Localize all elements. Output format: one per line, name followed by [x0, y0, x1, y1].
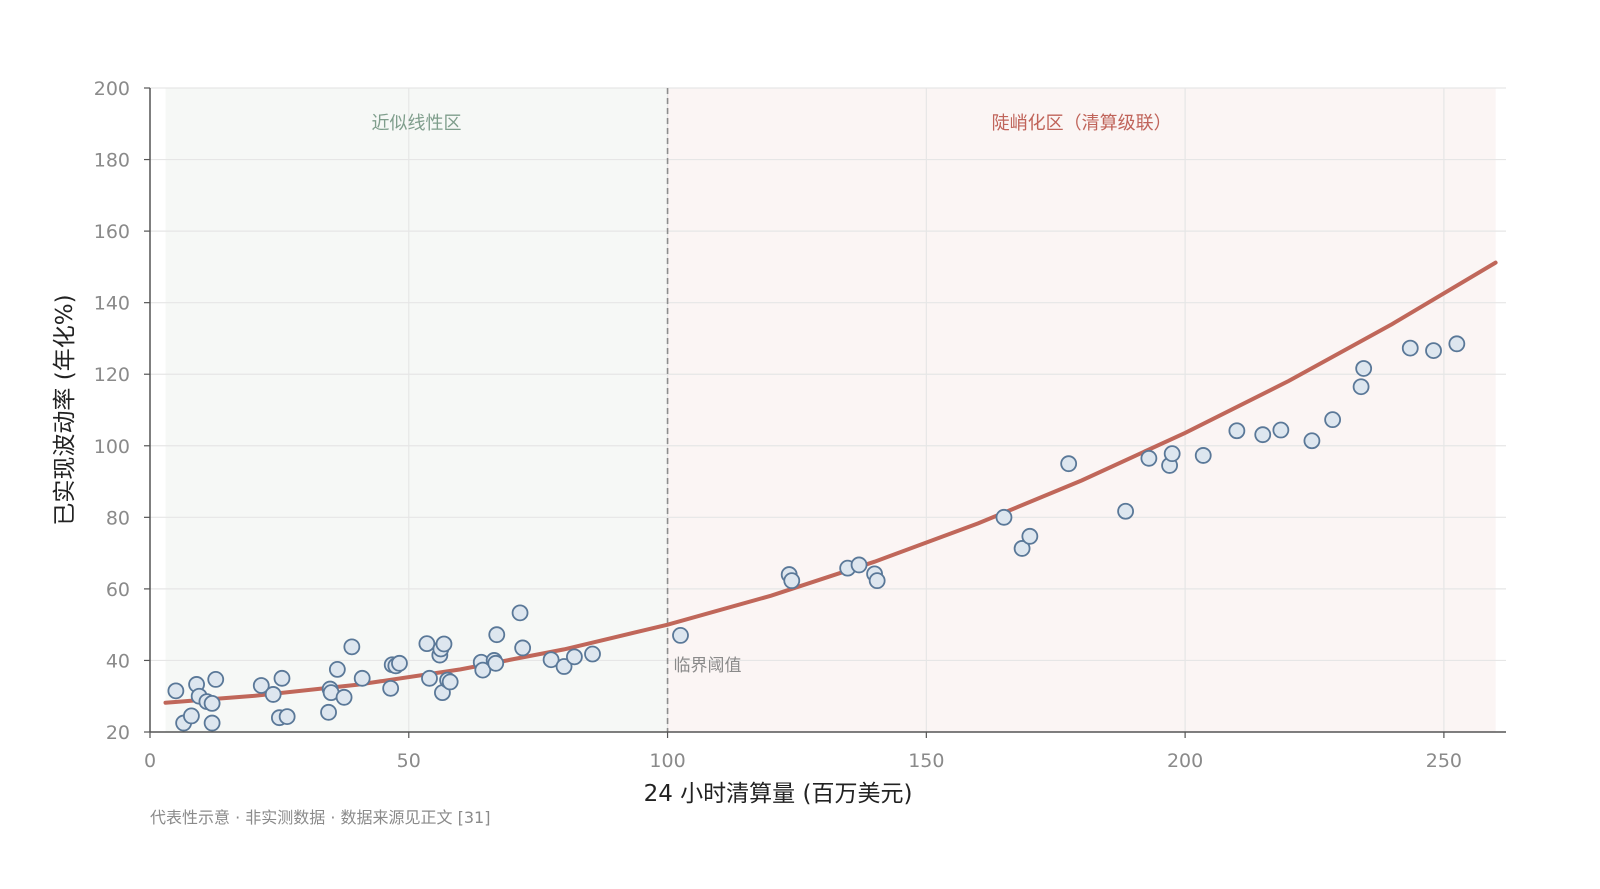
- data-point: [1060, 455, 1078, 473]
- data-point: [252, 677, 270, 694]
- fit-layer: [163, 260, 1498, 705]
- data-point: [418, 635, 436, 653]
- data-point: [278, 708, 296, 726]
- x-tick-label: 100: [649, 750, 685, 772]
- data-point: [1254, 426, 1272, 444]
- data-point: [1013, 540, 1031, 557]
- data-point: [1117, 502, 1134, 520]
- data-point: [203, 694, 221, 712]
- data-point: [391, 654, 408, 672]
- ticks-layer: 20 40 60 80 100 120 140 160 180 200 0 50 100 150 200 25…: [94, 78, 1462, 772]
- y-tick-label: 40: [106, 650, 130, 672]
- footnote: 代表性示意 · 非实测数据 · 数据来源见正文 [31]: [150, 808, 490, 827]
- data-point: [474, 661, 492, 679]
- data-point: [207, 671, 225, 688]
- data-point: [1355, 360, 1373, 377]
- data-point: [435, 635, 453, 653]
- data-point: [1272, 421, 1290, 439]
- y-tick-label: 160: [94, 221, 130, 243]
- data-point: [273, 669, 291, 687]
- y-tick-label: 200: [94, 78, 130, 100]
- y-tick-label: 80: [106, 507, 130, 529]
- data-point: [1401, 339, 1419, 357]
- region-label-steep: 陡峭化区（清算级联）: [992, 113, 1172, 134]
- data-point: [343, 638, 361, 656]
- data-point: [203, 714, 221, 732]
- data-point: [850, 556, 868, 574]
- data-point: [555, 658, 573, 675]
- data-point: [542, 651, 560, 669]
- y-tick-label: 140: [94, 293, 130, 315]
- data-point: [487, 654, 505, 672]
- data-point: [1425, 342, 1442, 360]
- points-layer: [167, 335, 1466, 732]
- data-point: [1163, 445, 1181, 463]
- data-point: [1194, 447, 1212, 464]
- data-point: [1303, 432, 1321, 450]
- data-point: [511, 604, 529, 622]
- x-tick-label: 150: [908, 750, 944, 772]
- data-point: [514, 639, 532, 657]
- data-point: [1228, 422, 1246, 440]
- region-band-1: [165, 88, 668, 732]
- x-tick-label: 250: [1426, 750, 1462, 772]
- data-point: [1021, 527, 1039, 545]
- y-tick-label: 100: [94, 436, 130, 458]
- data-point: [320, 703, 337, 721]
- data-point: [1324, 411, 1342, 429]
- data-point: [868, 572, 886, 590]
- x-axis-title: 24 小时清算量 (百万美元): [644, 781, 913, 807]
- y-tick-label: 180: [94, 150, 130, 172]
- data-point: [441, 673, 459, 691]
- threshold-label: 临界阈值: [674, 656, 742, 676]
- region-label-linear: 近似线性区: [372, 113, 462, 134]
- fit-line: [163, 260, 1498, 705]
- x-tick-label: 0: [144, 750, 156, 772]
- data-point: [183, 707, 200, 725]
- data-point: [353, 669, 371, 687]
- data-point: [783, 572, 801, 590]
- data-point: [995, 508, 1013, 526]
- y-axis-title: 已实现波动率 (年化%): [52, 294, 78, 525]
- data-point: [584, 645, 601, 663]
- y-tick-label: 60: [106, 579, 130, 601]
- regions-layer: [165, 88, 1496, 732]
- data-point: [264, 686, 282, 703]
- data-point: [1140, 449, 1158, 467]
- data-point: [335, 688, 353, 706]
- region-band-2: [667, 88, 1496, 732]
- axes-layer: [149, 88, 1506, 733]
- y-tick-label: 120: [94, 364, 130, 386]
- data-point: [565, 648, 583, 666]
- labels-layer: 近似线性区 陡峭化区（清算级联） 24 小时清算量 (百万美元) 已实现波动率 …: [52, 113, 1172, 827]
- y-tick-label: 20: [106, 722, 130, 744]
- data-point: [328, 660, 346, 678]
- x-tick-label: 200: [1167, 750, 1203, 772]
- grid-layer: [150, 87, 1506, 732]
- data-point: [167, 682, 185, 700]
- data-point: [1448, 335, 1466, 353]
- x-tick-label: 50: [397, 750, 421, 772]
- data-point: [421, 669, 438, 687]
- data-point: [488, 626, 506, 644]
- data-point: [382, 679, 400, 697]
- threshold-layer: 临界阈值: [666, 88, 742, 732]
- data-point: [672, 627, 689, 644]
- data-point: [1352, 378, 1370, 396]
